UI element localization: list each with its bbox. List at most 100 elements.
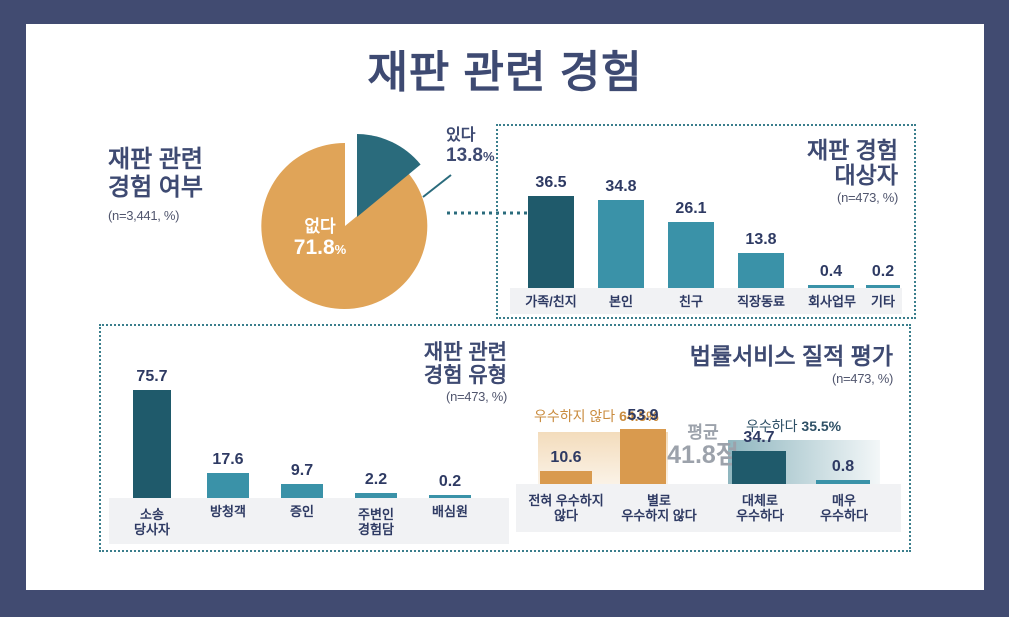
panel-note-subject: (n=473, %) <box>837 189 898 205</box>
pie-chart-section: 재판 관련 경험 여부 (n=3,441, %) 없다 71.8% 있다 13.… <box>86 124 543 324</box>
bar-rect-기타 <box>866 285 900 288</box>
bar-rect-대체로우수하다 <box>732 451 786 484</box>
bar-column-직장동료: 13.8 <box>738 231 784 288</box>
bar-rect-주변인경험담 <box>355 493 397 498</box>
group-label-excellent: 우수하다 35.5% <box>746 416 841 436</box>
bar-category-배심원: 배심원 <box>432 504 468 520</box>
bar-value-본인: 34.8 <box>605 178 637 195</box>
bar-column-회사업무: 0.4 <box>808 263 854 288</box>
pie-label-있다: 있다 13.8% <box>446 127 536 167</box>
pie-slice-있다 <box>357 134 421 217</box>
bar-rect-친구 <box>668 222 714 288</box>
bar-value-대체로우수하다: 34.7 <box>743 429 775 446</box>
bar-value-주변인경험담: 2.2 <box>364 471 388 488</box>
bar-value-증인: 9.7 <box>290 462 314 479</box>
bar-column-기타: 0.2 <box>866 263 900 288</box>
bar-chart-legal-service-quality: 법률서비스 질적 평가 (n=473, %) 우수하지 않다 64.5% 우수하… <box>516 344 901 549</box>
bar-column-매우우수하다: 0.8 <box>816 458 870 484</box>
bar-baseline-band-type <box>109 498 509 544</box>
bar-value-직장동료: 13.8 <box>745 231 777 248</box>
bar-value-소송당사자: 75.7 <box>136 368 168 385</box>
panel-note-type: (n=473, %) <box>446 389 507 405</box>
bar-category-매우우수하다: 매우 우수하다 <box>820 493 868 524</box>
bar-rect-별로우수하지않다 <box>620 429 666 484</box>
bar-column-배심원: 0.2 <box>429 473 471 498</box>
pie-heading-line1: 재판 관련 <box>108 146 203 173</box>
pie-label-있다-value: 13.8 <box>446 145 483 167</box>
bar-rect-전혀우수하지않다 <box>540 471 592 484</box>
bar-rect-증인 <box>281 484 323 498</box>
panel-note-quality: (n=473, %) <box>832 370 893 386</box>
bar-category-전혀우수하지않다: 전혀 우수하지 않다 <box>528 493 604 524</box>
infographic-card: 재판 관련 경험 재판 관련 경험 여부 (n=3,441, %) 없다 71.… <box>26 24 984 590</box>
bar-column-방청객: 17.6 <box>207 451 249 498</box>
bar-rect-배심원 <box>429 495 471 498</box>
bar-baseline-band <box>510 288 902 314</box>
bar-rect-회사업무 <box>808 285 854 288</box>
group-label-not-excellent-text: 우수하지 않다 <box>534 408 620 424</box>
bar-category-주변인경험담: 주변인 경험담 <box>358 507 394 538</box>
bar-chart-experience-type: 75.7 소송 당사자 17.6 방청객 9.7 증인 2.2 주변인 경험담 <box>109 348 509 544</box>
pie-label-없다-value: 71.8 <box>293 236 335 260</box>
panel-title-type-line2: 경험 유형 <box>423 363 507 387</box>
panel-title-subject: 재판 경험 대상자 (n=473, %) <box>807 138 898 205</box>
bar-rect-직장동료 <box>738 253 784 288</box>
bar-rect-방청객 <box>207 473 249 498</box>
bar-value-배심원: 0.2 <box>438 473 462 490</box>
group-label-not-excellent: 우수하지 않다 64.5% <box>534 406 659 426</box>
panel-title-quality-text: 법률서비스 질적 평가 <box>689 343 893 369</box>
bar-category-직장동료: 직장동료 <box>737 294 785 310</box>
bar-column-증인: 9.7 <box>281 462 323 498</box>
pie-label-없다-name: 없다 <box>304 217 336 236</box>
bar-value-친구: 26.1 <box>675 200 707 217</box>
bar-category-방청객: 방청객 <box>210 504 246 520</box>
panel-title-experience-type: 재판 관련 경험 유형 (n=473, %) <box>347 341 507 405</box>
pie-svg <box>261 134 428 309</box>
bar-category-본인: 본인 <box>609 294 633 310</box>
pie-heading-line2: 경험 여부 <box>108 174 203 202</box>
bar-category-증인: 증인 <box>290 504 314 520</box>
page-title: 재판 관련 경험 <box>367 48 643 97</box>
group-label-excellent-text: 우수하다 <box>746 418 802 434</box>
pie-label-없다: 없다 71.8% <box>275 217 365 260</box>
bar-value-회사업무: 0.4 <box>819 263 843 280</box>
group-label-not-excellent-value: 64.5% <box>619 408 659 424</box>
panel-trial-experience-subject: 재판 경험 대상자 (n=473, %) 36.5 가족/친지 34.8 본인 … <box>496 124 916 319</box>
bar-chart-subject: 36.5 가족/친지 34.8 본인 26.1 친구 13.8 직장동료 <box>510 142 902 314</box>
bar-rect-소송당사자 <box>133 390 171 498</box>
pie-label-없다-pct: % <box>334 242 347 258</box>
panel-title-subject-line2: 대상자 <box>834 161 898 188</box>
bar-category-기타: 기타 <box>871 294 895 310</box>
average-value: 41.8점 <box>667 440 739 469</box>
bar-value-방청객: 17.6 <box>212 451 244 468</box>
bar-column-전혀우수하지않다: 10.6 <box>540 449 592 484</box>
pie-label-있다-pct: % <box>482 149 495 165</box>
bar-rect-본인 <box>598 200 644 288</box>
bar-value-가족친지: 36.5 <box>535 174 567 191</box>
bar-column-대체로우수하다: 34.7 <box>732 429 786 484</box>
pie-chart-heading: 재판 관련 경험 여부 (n=3,441, %) <box>108 146 268 223</box>
bar-category-소송당사자: 소송 당사자 <box>134 507 170 538</box>
bar-rect-매우우수하다 <box>816 480 870 484</box>
bar-category-대체로우수하다: 대체로 우수하다 <box>736 493 784 524</box>
bar-category-가족친지: 가족/친지 <box>525 294 577 310</box>
bar-value-별로우수하지않다: 53.9 <box>627 407 659 424</box>
panel-title-type-line1: 재판 관련 <box>423 341 507 364</box>
panel-bottom-group: 재판 관련 경험 유형 (n=473, %) 75.7 소송 당사자 17.6 … <box>99 324 911 552</box>
pie-slice-없다 <box>261 142 428 309</box>
bar-value-기타: 0.2 <box>871 263 895 280</box>
panel-title-quality: 법률서비스 질적 평가 (n=473, %) <box>573 343 894 386</box>
bar-category-별로우수하지않다: 별로 우수하지 않다 <box>621 493 697 524</box>
bar-column-친구: 26.1 <box>668 200 714 288</box>
bar-column-소송당사자: 75.7 <box>133 368 171 498</box>
pie-chart-note: (n=3,441, %) <box>108 207 180 223</box>
panel-title-subject-line1: 재판 경험 <box>806 137 898 163</box>
pie-chart: 없다 71.8% 있다 13.8% <box>261 127 543 319</box>
pie-leader-line <box>422 174 452 198</box>
bar-column-주변인경험담: 2.2 <box>355 471 397 498</box>
group-label-excellent-value: 35.5% <box>801 418 842 434</box>
average-score-annotation: 평균 41.8점 <box>666 424 740 468</box>
bar-column-별로우수하지않다: 53.9 <box>620 407 666 484</box>
quality-bars: 10.6 전혀 우수하지 않다 53.9 별로 우수하지 않다 34.7 대체로… <box>516 362 901 532</box>
bar-value-매우우수하다: 0.8 <box>831 458 855 475</box>
